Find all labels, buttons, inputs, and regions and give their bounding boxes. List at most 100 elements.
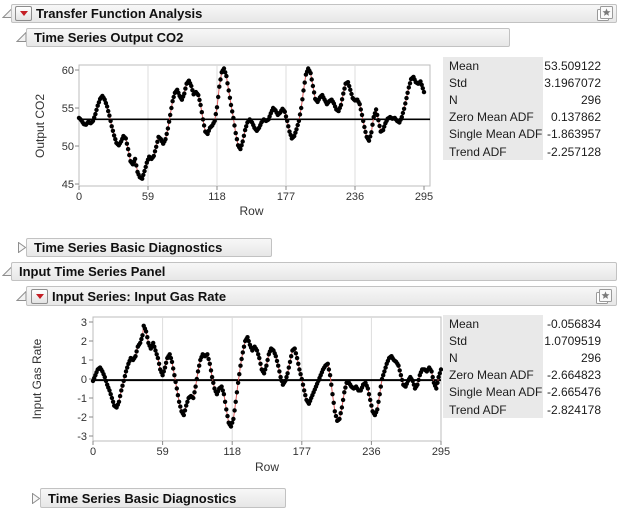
series-point[interactable] [171, 366, 176, 371]
series-point[interactable] [208, 368, 214, 373]
series-point[interactable] [404, 95, 409, 101]
series-point[interactable] [345, 80, 351, 85]
series-point[interactable] [297, 367, 302, 372]
series-point[interactable] [170, 99, 175, 104]
series-point[interactable] [133, 354, 138, 359]
series-point[interactable] [273, 354, 278, 359]
series-point[interactable] [365, 386, 371, 391]
series-point[interactable] [240, 350, 245, 355]
series-point[interactable] [327, 373, 333, 378]
series-point[interactable] [244, 124, 249, 129]
series-point[interactable] [228, 424, 234, 429]
series-point[interactable] [224, 73, 229, 79]
series-point[interactable] [420, 86, 425, 91]
series-point[interactable] [110, 128, 116, 133]
series-point[interactable] [263, 367, 268, 372]
series-point[interactable] [151, 153, 156, 159]
series-point[interactable] [406, 85, 411, 90]
series-point[interactable] [221, 66, 227, 71]
series-point[interactable] [369, 403, 374, 408]
series-point[interactable] [140, 176, 145, 181]
series-point[interactable] [119, 388, 124, 393]
series-point[interactable] [287, 359, 293, 365]
series-point[interactable] [102, 97, 107, 102]
series-point[interactable] [218, 77, 223, 82]
series-point[interactable] [299, 376, 304, 382]
series-point[interactable] [182, 91, 187, 96]
series-point[interactable] [333, 413, 339, 419]
series-point[interactable] [213, 111, 218, 117]
series-point[interactable] [169, 359, 175, 365]
series-point[interactable] [110, 399, 116, 404]
series-point[interactable] [303, 393, 308, 398]
series-point[interactable] [396, 363, 401, 368]
disclosure-triangle-collapsed-icon[interactable] [16, 242, 27, 253]
series-point[interactable] [309, 77, 314, 82]
series-point[interactable] [234, 137, 240, 142]
series-point[interactable] [166, 119, 172, 124]
series-point[interactable] [287, 129, 292, 134]
series-point[interactable] [299, 105, 304, 111]
series-point[interactable] [230, 109, 235, 114]
series-point[interactable] [434, 386, 439, 391]
series-point[interactable] [376, 399, 381, 404]
series-point[interactable] [145, 335, 150, 340]
series-point[interactable] [232, 408, 237, 413]
series-point[interactable] [175, 393, 181, 398]
series-point[interactable] [357, 102, 362, 107]
series-point[interactable] [339, 97, 345, 102]
series-point[interactable] [296, 118, 302, 124]
series-point[interactable] [371, 114, 376, 120]
series-point[interactable] [217, 84, 222, 89]
series-point[interactable] [366, 138, 372, 143]
series-point[interactable] [375, 112, 380, 118]
series-point[interactable] [302, 80, 307, 85]
series-point[interactable] [199, 110, 204, 115]
series-point[interactable] [298, 372, 303, 377]
series-point[interactable] [341, 91, 346, 96]
series-point[interactable] [430, 374, 435, 380]
series-point[interactable] [138, 340, 143, 346]
series-point[interactable] [419, 82, 424, 87]
series-point[interactable] [407, 81, 413, 86]
series-point[interactable] [368, 397, 373, 403]
series-point[interactable] [382, 369, 387, 374]
series-point[interactable] [239, 143, 244, 148]
series-point[interactable] [238, 146, 243, 152]
series-point[interactable] [343, 385, 348, 390]
outline-header-transfer-function-analysis[interactable]: Transfer Function Analysis [11, 4, 617, 23]
series-point[interactable] [293, 351, 299, 356]
series-point[interactable] [399, 377, 405, 383]
series-point[interactable] [190, 88, 195, 93]
series-point[interactable] [241, 133, 247, 138]
series-point[interactable] [403, 101, 408, 106]
series-point[interactable] [358, 107, 363, 112]
series-point[interactable] [338, 411, 343, 416]
series-point[interactable] [238, 363, 243, 368]
series-point[interactable] [116, 399, 122, 404]
series-point[interactable] [164, 131, 169, 137]
series-point[interactable] [278, 374, 283, 380]
series-point[interactable] [296, 361, 301, 366]
series-point[interactable] [142, 168, 147, 174]
series-point[interactable] [416, 377, 421, 383]
series-point[interactable] [183, 86, 188, 91]
series-point[interactable] [200, 117, 206, 122]
series-point[interactable] [185, 399, 190, 404]
series-point[interactable] [104, 104, 110, 109]
series-point[interactable] [154, 144, 159, 149]
series-point[interactable] [377, 123, 382, 129]
series-point[interactable] [340, 397, 346, 403]
series-point[interactable] [286, 365, 291, 370]
series-point[interactable] [276, 363, 281, 368]
series-point[interactable] [220, 388, 225, 393]
series-point[interactable] [283, 114, 289, 119]
series-point[interactable] [277, 369, 282, 374]
series-point[interactable] [241, 344, 247, 349]
series-point[interactable] [330, 392, 335, 397]
series-point[interactable] [300, 382, 306, 387]
series-point[interactable] [96, 100, 102, 105]
series-point[interactable] [257, 355, 262, 361]
series-point[interactable] [301, 88, 306, 93]
series-point[interactable] [311, 90, 317, 95]
